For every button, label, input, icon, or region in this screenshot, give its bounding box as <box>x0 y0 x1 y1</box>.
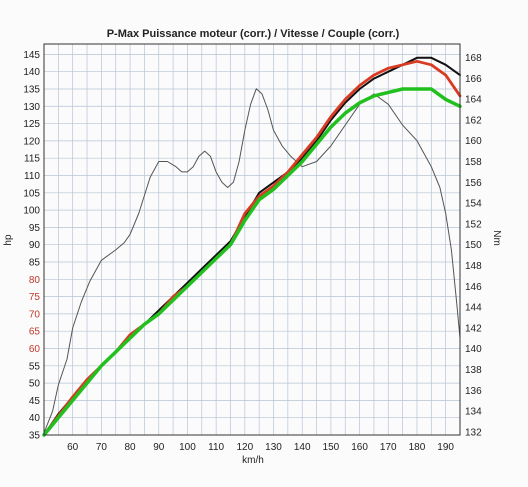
x-tick-label: 170 <box>380 442 397 453</box>
y-right-tick-label: 138 <box>465 365 482 376</box>
x-tick-label: 130 <box>265 442 282 453</box>
y-left-tick-label: 55 <box>29 361 41 372</box>
x-tick-label: 160 <box>351 442 368 453</box>
x-tick-label: 140 <box>294 442 311 453</box>
y-left-tick-label: 120 <box>23 136 40 147</box>
x-tick-label: 100 <box>179 442 196 453</box>
y-left-tick-label: 115 <box>24 154 40 165</box>
x-tick-label: 70 <box>96 442 108 453</box>
y-right-tick-label: 164 <box>465 95 482 106</box>
y-right-tick-label: 136 <box>465 386 482 397</box>
y-left-tick-label: 145 <box>23 50 40 61</box>
y-right-tick-label: 152 <box>465 219 482 230</box>
y-right-tick-label: 154 <box>465 199 482 210</box>
y-left-tick-label: 70 <box>29 309 41 320</box>
y-right-tick-label: 144 <box>465 303 482 314</box>
y-left-tick-label: 105 <box>23 188 40 199</box>
x-tick-label: 80 <box>125 442 137 453</box>
series-line-3 <box>42 87 462 437</box>
y-left-tick-label: 80 <box>29 275 41 286</box>
y-right-tick-label: 160 <box>465 136 482 147</box>
y-right-ticks: 132 134 136 138 140 142 144 146 148 150 152 154 156 1… <box>465 53 482 438</box>
y-left-tick-label: 45 <box>29 396 41 407</box>
y-left-tick-label: 75 <box>29 292 41 303</box>
y-right-tick-label: 132 <box>465 427 482 438</box>
y-right-tick-label: 158 <box>465 157 482 168</box>
y-left-tick-label: 95 <box>29 223 41 234</box>
y-left-tick-label: 85 <box>29 257 41 268</box>
y-left-tick-label: 140 <box>23 67 40 78</box>
y-left-tick-label: 125 <box>23 119 40 130</box>
y-right-tick-label: 142 <box>465 323 482 334</box>
y-left-tick-label: 60 <box>29 344 41 355</box>
y-left-ticks: 35 40 45 50 55 60 65 70 75 80 85 90 95 100 105 110 115 12… <box>23 50 40 442</box>
y-left-axis-label: hp <box>3 234 14 246</box>
x-ticks: 60 70 80 90 100 110 120 130 140 150 160 170 180 190 <box>67 442 454 453</box>
y-left-tick-label: 90 <box>29 240 41 251</box>
plot-frame <box>43 43 461 436</box>
y-right-tick-label: 168 <box>465 53 482 64</box>
y-right-tick-label: 140 <box>465 344 482 355</box>
y-right-tick-label: 162 <box>465 115 482 126</box>
chart-title: P-Max Puissance moteur (corr.) / Vitesse… <box>107 28 400 40</box>
y-right-tick-label: 134 <box>465 407 482 418</box>
grid <box>44 44 460 435</box>
y-right-axis-label: Nm <box>491 230 502 246</box>
y-left-tick-label: 130 <box>23 102 40 113</box>
x-tick-label: 190 <box>437 442 454 453</box>
y-right-tick-label: 148 <box>465 261 482 272</box>
y-right-tick-label: 150 <box>465 240 482 251</box>
y-right-tick-label: 146 <box>465 282 482 293</box>
y-left-tick-label: 135 <box>23 84 40 95</box>
series-line-1 <box>43 56 461 436</box>
x-tick-label: 60 <box>67 442 79 453</box>
x-tick-label: 90 <box>153 442 165 453</box>
y-right-tick-label: 166 <box>465 74 482 85</box>
y-left-tick-label: 110 <box>24 171 40 182</box>
y-left-tick-label: 50 <box>29 379 41 390</box>
y-left-tick-label: 40 <box>29 413 41 424</box>
x-tick-label: 180 <box>409 442 426 453</box>
x-tick-label: 110 <box>208 442 224 453</box>
x-tick-label: 150 <box>323 442 340 453</box>
x-axis-label: km/h <box>242 455 264 466</box>
y-left-tick-label: 65 <box>29 327 41 338</box>
x-tick-label: 120 <box>236 442 253 453</box>
series-line-0 <box>43 88 461 434</box>
series <box>42 56 462 437</box>
y-right-tick-label: 156 <box>465 178 482 189</box>
y-left-tick-label: 35 <box>29 431 41 442</box>
y-left-tick-label: 100 <box>23 206 40 217</box>
